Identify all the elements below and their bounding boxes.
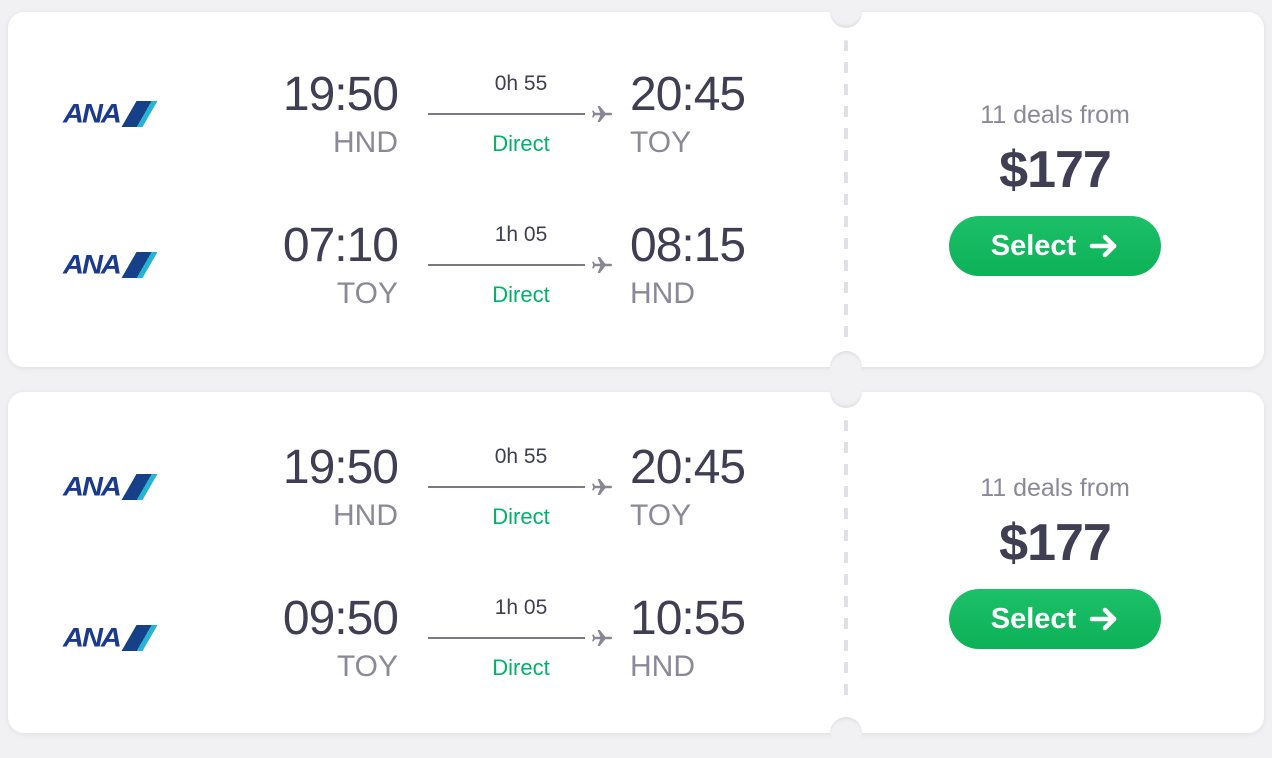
segment-info: 0h 55 Direct <box>428 73 614 155</box>
stops-label: Direct <box>492 655 550 680</box>
duration-label: 1h 05 <box>494 223 548 246</box>
flight-path-line <box>428 264 585 266</box>
departure-time: 19:50 <box>282 67 399 121</box>
departure-airport: HND <box>333 125 398 159</box>
departure-block: 09:50 TOY <box>163 591 399 683</box>
arrival-airport: TOY <box>630 125 692 159</box>
arrival-airport: HND <box>630 276 695 310</box>
plane-icon <box>590 102 614 126</box>
ana-logo-text: ANA <box>63 98 122 129</box>
departure-time: 09:50 <box>282 591 399 645</box>
flight-path <box>428 253 614 277</box>
arrival-time: 10:55 <box>630 591 746 645</box>
duration-label: 0h 55 <box>494 445 548 468</box>
arrival-time: 08:15 <box>630 218 746 272</box>
flight-path <box>428 102 614 126</box>
arrival-block: 20:45 TOY <box>630 67 746 159</box>
ticket-notch-bottom <box>830 717 862 749</box>
price-section: 11 deals from $177 Select <box>846 12 1264 367</box>
plane-icon <box>590 253 614 277</box>
select-button[interactable]: Select <box>949 216 1161 276</box>
flight-path <box>428 475 614 499</box>
ana-logo-icon: ANA <box>63 249 158 280</box>
duration-label: 1h 05 <box>494 596 548 619</box>
flight-details-section: ANA 19:50 HND 0h 55 Dire <box>8 12 846 367</box>
stops-label: Direct <box>492 504 550 529</box>
airline-logo: ANA <box>63 251 163 280</box>
select-button-label: Select <box>990 229 1077 262</box>
arrival-airport: HND <box>630 649 695 683</box>
deals-count-label: 11 deals from <box>980 474 1130 502</box>
segment-info: 1h 05 Direct <box>428 224 614 306</box>
arrival-time: 20:45 <box>630 440 746 494</box>
flight-card[interactable]: ANA 19:50 HND 0h 55 Dire <box>8 376 1264 749</box>
arrival-block: 08:15 HND <box>630 218 746 310</box>
departure-time: 19:50 <box>282 440 399 494</box>
flight-leg-outbound: ANA 19:50 HND 0h 55 Dire <box>63 440 846 532</box>
segment-info: 1h 05 Direct <box>428 597 614 679</box>
ticket-dashed-line <box>844 420 848 705</box>
plane-icon <box>590 475 614 499</box>
departure-airport: TOY <box>336 276 398 310</box>
flight-details-section: ANA 19:50 HND 0h 55 Dire <box>8 392 846 733</box>
deals-count-label: 11 deals from <box>980 101 1130 129</box>
flight-card[interactable]: ANA 19:50 HND 0h 55 Dire <box>8 0 1264 383</box>
arrival-airport: TOY <box>630 498 692 532</box>
flight-leg-return: ANA 07:10 TOY 1h 05 Dire <box>63 218 846 310</box>
ticket-notch-top <box>830 0 862 28</box>
ana-swish-icon <box>121 101 158 127</box>
ana-logo-text: ANA <box>63 249 122 280</box>
stops-label: Direct <box>492 282 550 307</box>
ticket-dashed-line <box>844 40 848 339</box>
select-button[interactable]: Select <box>949 589 1161 649</box>
departure-airport: TOY <box>336 649 398 683</box>
price-section: 11 deals from $177 Select <box>846 392 1264 733</box>
ana-logo-icon: ANA <box>63 622 158 653</box>
departure-block: 19:50 HND <box>163 440 399 532</box>
flight-path <box>428 626 614 650</box>
select-button-label: Select <box>990 602 1077 635</box>
ana-logo-text: ANA <box>63 622 122 653</box>
arrow-right-icon <box>1089 233 1119 259</box>
arrival-block: 10:55 HND <box>630 591 746 683</box>
arrow-right-icon <box>1089 606 1119 632</box>
arrival-block: 20:45 TOY <box>630 440 746 532</box>
ticket-notch-top <box>830 376 862 408</box>
departure-block: 07:10 TOY <box>163 218 399 310</box>
ana-swish-icon <box>121 252 158 278</box>
flight-path-line <box>428 637 585 639</box>
stops-label: Direct <box>492 131 550 156</box>
price: $177 <box>999 141 1112 199</box>
plane-icon <box>590 626 614 650</box>
duration-label: 0h 55 <box>494 72 548 95</box>
ana-logo-icon: ANA <box>63 98 158 129</box>
price: $177 <box>999 514 1112 572</box>
segment-info: 0h 55 Direct <box>428 446 614 528</box>
flight-leg-return: ANA 09:50 TOY 1h 05 Dire <box>63 591 846 683</box>
ana-swish-icon <box>121 474 158 500</box>
airline-logo: ANA <box>63 624 163 653</box>
ana-logo-text: ANA <box>63 471 122 502</box>
flight-leg-outbound: ANA 19:50 HND 0h 55 Dire <box>63 67 846 159</box>
departure-block: 19:50 HND <box>163 67 399 159</box>
departure-time: 07:10 <box>282 218 399 272</box>
arrival-time: 20:45 <box>630 67 746 121</box>
airline-logo: ANA <box>63 473 163 502</box>
ana-swish-icon <box>121 625 158 651</box>
departure-airport: HND <box>333 498 398 532</box>
airline-logo: ANA <box>63 100 163 129</box>
flight-path-line <box>428 113 585 115</box>
ana-logo-icon: ANA <box>63 471 158 502</box>
flight-path-line <box>428 486 585 488</box>
